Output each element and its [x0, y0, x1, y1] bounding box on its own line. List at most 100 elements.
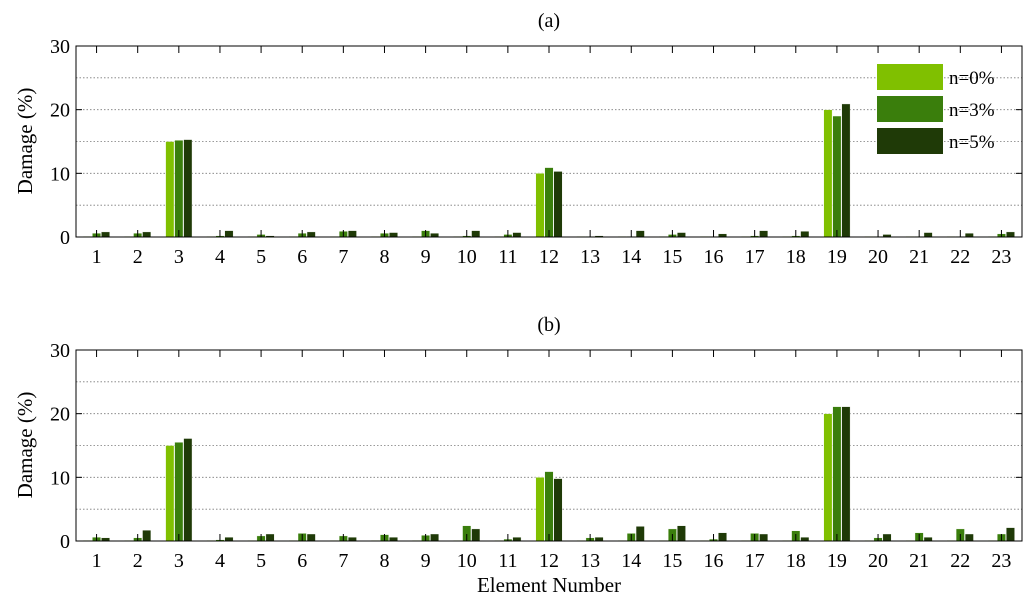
bar: [183, 139, 193, 238]
y-axis-label: Damage (%): [13, 88, 37, 195]
legend: n=0% n=3% n=5%: [877, 64, 995, 154]
bar: [718, 532, 727, 542]
x-tick-label: 4: [215, 246, 225, 268]
x-tick-label: 18: [786, 550, 806, 572]
bar: [142, 529, 152, 542]
y-tick-label: 20: [50, 100, 70, 122]
x-tick-label: 15: [662, 550, 682, 572]
bar: [389, 232, 398, 238]
bar: [964, 533, 974, 542]
bar: [544, 471, 554, 542]
bar: [882, 533, 892, 542]
bar: [841, 406, 851, 542]
x-tick-label: 4: [215, 550, 225, 572]
x-tick-label: 14: [621, 550, 641, 572]
x-tick-label: 15: [662, 246, 682, 268]
x-tick-label: 19: [827, 550, 847, 572]
y-tick-label: 10: [50, 163, 70, 185]
x-tick-label: 7: [338, 550, 348, 572]
bar: [142, 231, 152, 238]
legend-swatch-n5: [877, 128, 943, 154]
x-tick-label: 16: [704, 246, 724, 268]
x-tick-label: 2: [133, 550, 143, 572]
chart-title: (b): [537, 314, 560, 336]
x-tick-label: 6: [297, 246, 307, 268]
x-axis-ticks: 1 2 3 4 5 6 7 8 9 10 11 12 13 14 15 16 17 18 19 20 21 22 23: [92, 350, 1011, 572]
x-tick-label: 21: [909, 246, 929, 268]
y-axis-label: Damage (%): [13, 392, 37, 499]
x-tick-label: 5: [256, 246, 266, 268]
x-tick-label: 9: [421, 550, 431, 572]
bar: [923, 232, 933, 238]
bar: [1006, 231, 1015, 238]
bar: [676, 232, 686, 238]
bar: [430, 232, 440, 238]
x-tick-label: 1: [92, 550, 102, 572]
bar: [174, 442, 184, 542]
x-tick-label: 12: [539, 550, 559, 572]
x-tick-label: 16: [704, 550, 724, 572]
bar: [512, 536, 522, 542]
bar: [306, 533, 316, 542]
x-tick-label: 2: [133, 246, 143, 268]
bar: [471, 528, 481, 542]
x-tick-label: 9: [421, 246, 431, 268]
x-tick-label: 8: [379, 550, 389, 572]
y-tick-label: 0: [60, 227, 70, 249]
bar: [389, 536, 398, 542]
x-tick-label: 10: [457, 246, 477, 268]
bar: [800, 536, 810, 542]
bar: [165, 445, 175, 542]
bar: [535, 477, 545, 542]
x-tick-label: 1: [92, 246, 102, 268]
x-tick-label: 11: [498, 246, 517, 268]
bar: [964, 232, 974, 238]
bar: [832, 406, 842, 542]
bar: [535, 173, 545, 238]
x-tick-label: 5: [256, 550, 266, 572]
x-tick-label: 11: [498, 550, 517, 572]
bar: [676, 525, 686, 542]
legend-label-n0: n=0%: [949, 68, 995, 89]
x-tick-label: 13: [580, 246, 600, 268]
bar: [823, 413, 833, 542]
bar: [347, 536, 357, 542]
x-tick-label: 23: [991, 246, 1011, 268]
legend-label-n5: n=5%: [949, 132, 995, 153]
legend-swatch-n3: [877, 96, 943, 122]
x-tick-label: 23: [991, 550, 1011, 572]
legend-label-n3: n=3%: [949, 100, 995, 121]
bar: [512, 232, 522, 238]
bar: [923, 536, 933, 542]
y-axis-ticks: 0 10 20 30: [50, 340, 1022, 553]
x-tick-label: 8: [379, 246, 389, 268]
bar: [553, 171, 563, 238]
bar: [800, 231, 810, 238]
bars: [83, 406, 1015, 542]
x-axis-label: Element Number: [477, 573, 621, 597]
x-tick-label: 3: [174, 246, 184, 268]
legend-swatch-n0: [877, 64, 943, 90]
y-tick-label: 10: [50, 467, 70, 489]
x-tick-label: 14: [621, 246, 641, 268]
x-tick-label: 18: [786, 246, 806, 268]
bar: [635, 526, 645, 542]
x-tick-label: 3: [174, 550, 184, 572]
x-tick-label: 17: [745, 246, 765, 268]
y-tick-label: 30: [50, 36, 70, 58]
x-tick-label: 22: [950, 550, 970, 572]
bar: [174, 140, 184, 238]
x-tick-label: 19: [827, 246, 847, 268]
chart-panel-b: (b) Damage (%) 1 2 3 4 5 6 7 8 9 10 11 12 13 14 15 16 17…: [13, 314, 1023, 597]
x-tick-label: 7: [338, 246, 348, 268]
bar: [101, 231, 110, 238]
bar: [265, 533, 275, 542]
bar: [759, 533, 769, 542]
x-tick-label: 13: [580, 550, 600, 572]
bar: [759, 230, 769, 238]
bar: [347, 230, 357, 238]
x-tick-label: 12: [539, 246, 559, 268]
grid-lines: [76, 77, 1022, 206]
x-tick-label: 20: [868, 550, 888, 572]
